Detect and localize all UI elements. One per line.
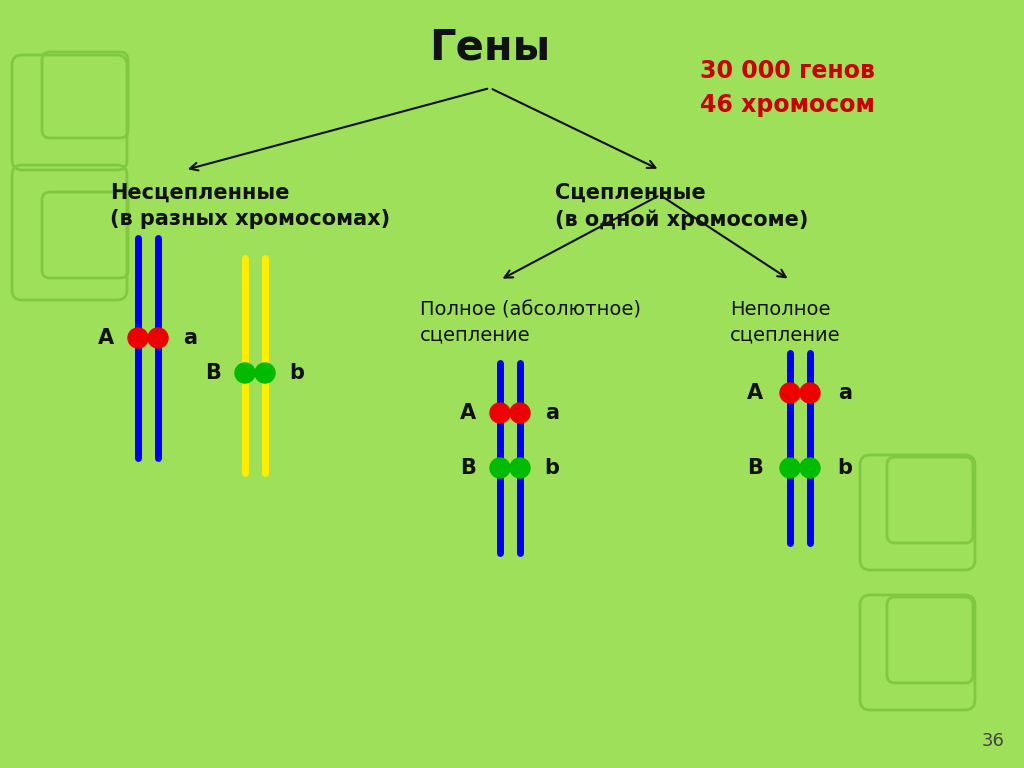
Text: A: A bbox=[746, 383, 763, 403]
Text: B: B bbox=[205, 363, 221, 383]
Circle shape bbox=[780, 383, 800, 403]
Circle shape bbox=[128, 328, 148, 348]
Circle shape bbox=[510, 458, 530, 478]
Text: a: a bbox=[545, 403, 559, 423]
Text: 30 000 генов
46 хромосом: 30 000 генов 46 хромосом bbox=[700, 59, 874, 117]
Text: b: b bbox=[545, 458, 559, 478]
Text: B: B bbox=[748, 458, 763, 478]
Text: Несцепленные
(в разных хромосомах): Несцепленные (в разных хромосомах) bbox=[110, 183, 390, 230]
Text: Неполное
сцепление: Неполное сцепление bbox=[730, 300, 841, 344]
Text: a: a bbox=[838, 383, 852, 403]
Circle shape bbox=[255, 363, 275, 383]
Text: Гены: Гены bbox=[429, 27, 551, 69]
Text: b: b bbox=[838, 458, 853, 478]
Circle shape bbox=[490, 403, 510, 423]
Circle shape bbox=[510, 403, 530, 423]
Circle shape bbox=[800, 383, 820, 403]
Circle shape bbox=[780, 458, 800, 478]
Text: A: A bbox=[98, 328, 114, 348]
Text: A: A bbox=[460, 403, 476, 423]
Text: Полное (абсолютное)
сцепление: Полное (абсолютное) сцепление bbox=[420, 300, 641, 344]
Circle shape bbox=[800, 458, 820, 478]
Text: B: B bbox=[460, 458, 476, 478]
Circle shape bbox=[234, 363, 255, 383]
Circle shape bbox=[148, 328, 168, 348]
Text: b: b bbox=[290, 363, 304, 383]
Circle shape bbox=[490, 458, 510, 478]
Text: a: a bbox=[183, 328, 197, 348]
Text: Сцепленные
(в одной хромосоме): Сцепленные (в одной хромосоме) bbox=[555, 183, 808, 230]
Text: 36: 36 bbox=[982, 732, 1005, 750]
